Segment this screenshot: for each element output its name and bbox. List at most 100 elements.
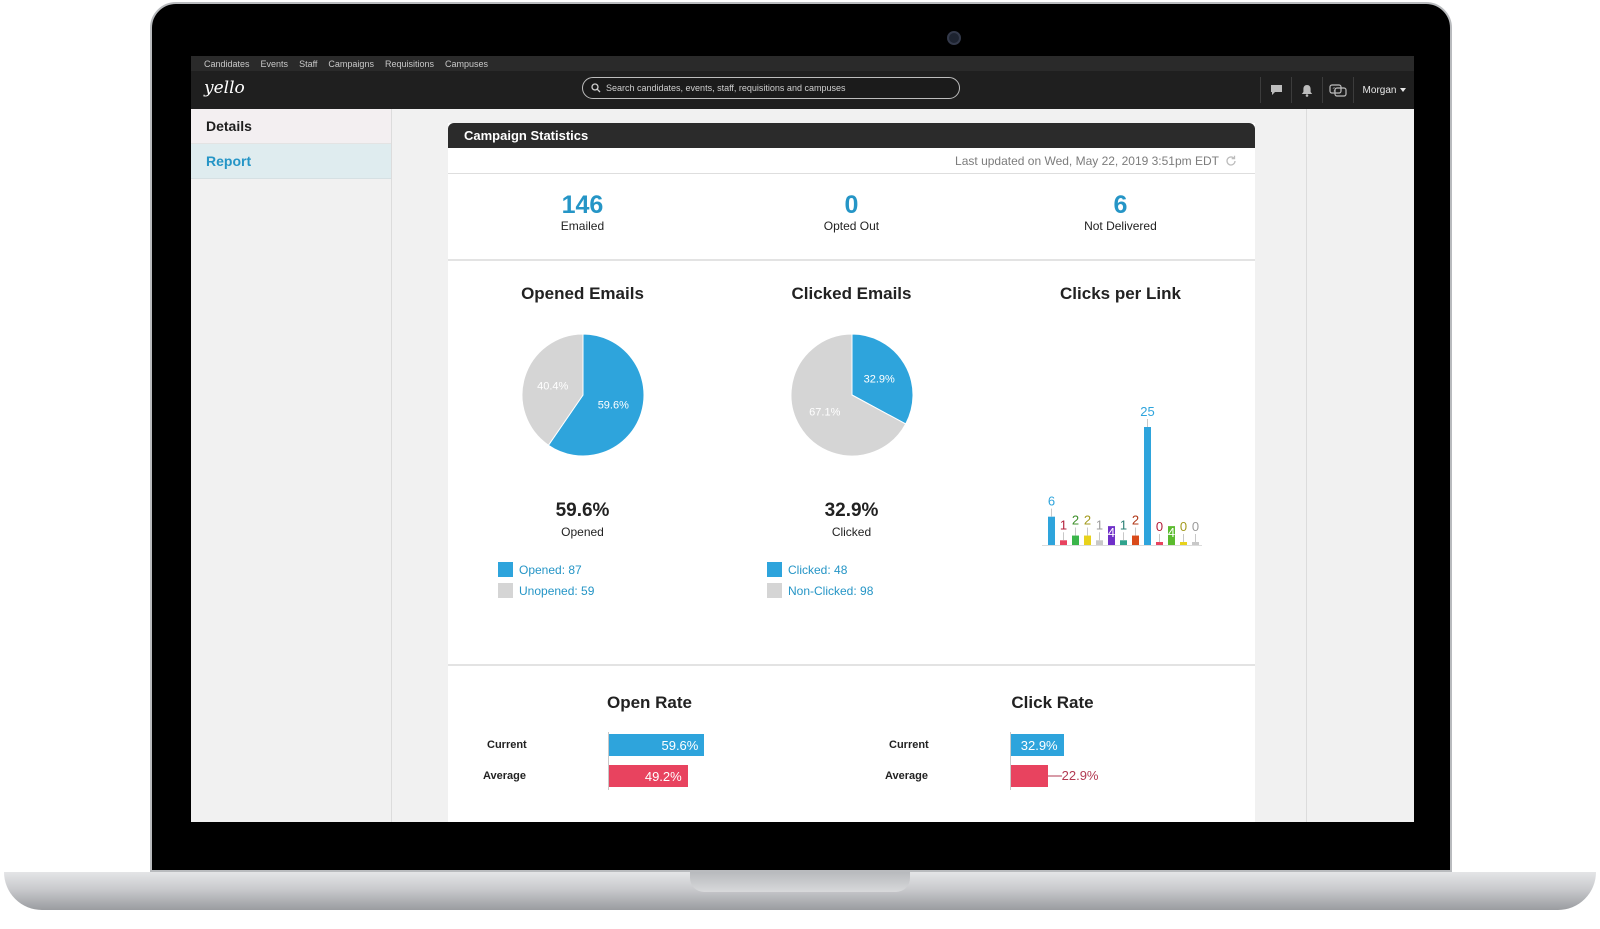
bar-link-6[interactable] [1108,526,1115,545]
legend-swatch [498,562,513,577]
stat-label: Opted Out [823,219,880,233]
bar-value-label: 1 [1096,517,1103,532]
rate-axis [608,732,609,790]
clicks-per-link-chart: Clicks per Link 6 1 2 2 1 4 1 2 25 0 4 0 0 [986,261,1255,664]
bar-value-label: 0 [1180,519,1187,534]
bell-icon[interactable] [1291,77,1322,103]
legend-label: Clicked: 48 [788,562,848,577]
chat-icon[interactable] [1260,77,1291,103]
click-rate-average-bar [1011,765,1048,787]
bar-value-label: 6 [1048,494,1055,509]
last-updated-text: Last updated on Wed, May 22, 2019 3:51pm… [955,153,1219,168]
top-nav-requisitions[interactable]: Requisitions [384,58,434,69]
open-rate-current-bar: 59.6% [609,734,705,756]
clicked-percentage-label: Clicked [831,525,872,539]
rates-row: Open Rate Current Average 59.6% 49.2% Cl… [448,666,1255,806]
bar-link-5[interactable] [1096,540,1103,545]
app-header: yello ? Morgan [191,71,1414,109]
rate-average-label: Average [885,770,929,782]
legend-item-clicked[interactable]: Clicked: 48 [767,559,873,580]
bar-link-4[interactable] [1084,535,1091,545]
click-rate-current-bar: 32.9% [1011,734,1064,756]
open-rate-average-bar: 49.2% [609,765,688,787]
bar-link-8[interactable] [1132,535,1139,545]
stat-label: Emailed [560,219,605,233]
opened-emails-chart: Opened Emails 59.6% 40.4% 59.6% Opened Op… [448,261,717,664]
sidebar-item-report[interactable]: Report [191,144,391,179]
bar-link-12[interactable] [1180,542,1187,545]
legend-label: Opened: 87 [519,562,582,577]
yello-logo[interactable]: yello [204,78,245,98]
svg-text:?: ? [1333,88,1337,94]
bar-value-label: 2 [1072,513,1079,528]
chevron-down-icon [1400,88,1407,92]
chart-title: Clicks per Link [1060,284,1181,303]
search-box[interactable] [582,77,960,99]
bar-value-label: 4 [1168,525,1175,540]
top-nav-staff[interactable]: Staff [299,58,318,69]
top-nav-campuses[interactable]: Campuses [444,58,489,69]
user-menu[interactable]: Morgan [1353,77,1414,103]
top-nav-candidates[interactable]: Candidates [204,58,250,69]
pie-slice-unopened[interactable] [521,333,584,446]
bar-value-label: 59.6% [661,737,699,753]
stat-value: 0 [844,191,859,219]
open-rate-chart: Open Rate Current Average 59.6% 49.2% [448,666,851,806]
sidebar-item-details[interactable]: Details [191,109,391,144]
bar-value-label: 2 [1132,513,1139,528]
clicked-legend: Clicked: 48 Non-Clicked: 98 [767,559,873,601]
clicked-percentage: 32.9% [824,500,879,521]
rate-current-label: Current [889,739,929,751]
legend-swatch [767,583,782,598]
chart-title: Opened Emails [521,284,644,303]
legend-swatch [498,583,513,598]
webcam [947,31,961,45]
legend-item-non-clicked[interactable]: Non-Clicked: 98 [767,580,873,601]
bar-link-10[interactable] [1156,542,1163,545]
leader-line [1047,775,1062,777]
bar-link-2[interactable] [1060,540,1067,545]
click-rate-chart: Click Rate Current Average 32.9% 22.9% [851,666,1254,806]
bar-link-11[interactable] [1168,526,1175,545]
bar-value-label: 1 [1120,517,1127,532]
chart-title: Clicked Emails [791,284,912,303]
pie-slice-clicked[interactable] [851,333,914,425]
bar-link-13[interactable] [1192,542,1199,545]
bar-link-1[interactable] [1048,516,1055,545]
search-icon [591,83,601,93]
pie-slice-label: 32.9% [864,374,895,386]
clicked-pie: 32.9% 67.1% [790,333,914,457]
search-input[interactable] [606,83,946,93]
stat-value: 146 [561,191,604,219]
legend-item-opened[interactable]: Opened: 87 [498,559,594,580]
campaign-statistics-card: Campaign Statistics Last updated on Wed,… [448,123,1255,822]
bar-link-7[interactable] [1120,540,1127,545]
legend-label: Non-Clicked: 98 [788,583,874,598]
bar-value-label: 0 [1156,519,1163,534]
right-rail [1306,109,1414,822]
stat-not-delivered: 6 Not Delivered [986,174,1255,259]
bar-value-label: 0 [1192,519,1199,534]
pie-slice-opened[interactable] [547,333,645,457]
bar-value-label: 49.2% [644,768,682,784]
rate-title: Click Rate [1011,693,1094,712]
bar-link-3[interactable] [1072,535,1079,545]
top-nav-campaigns[interactable]: Campaigns [328,58,374,69]
top-nav-events[interactable]: Events [260,58,289,69]
legend-label: Unopened: 59 [519,583,595,598]
rate-title: Open Rate [606,693,693,712]
refresh-icon[interactable] [1225,155,1237,167]
stats-row: 146 Emailed 0 Opted Out 6 Not Delivered [448,174,1255,261]
opened-pie: 59.6% 40.4% [521,333,645,457]
pie-slice-non-clicked[interactable] [790,333,907,457]
user-name: Morgan [1362,84,1397,96]
bar-link-9[interactable] [1144,427,1151,545]
legend-item-unopened[interactable]: Unopened: 59 [498,580,594,601]
bar-value-label: 32.9% [1020,737,1058,753]
stat-value: 6 [1113,191,1128,219]
help-chat-icon[interactable]: ? [1322,77,1353,103]
click-rate-average-value: 22.9% [1061,768,1099,783]
charts-row: Opened Emails 59.6% 40.4% 59.6% Opened Op… [448,261,1255,666]
laptop-base-notch [690,872,910,892]
